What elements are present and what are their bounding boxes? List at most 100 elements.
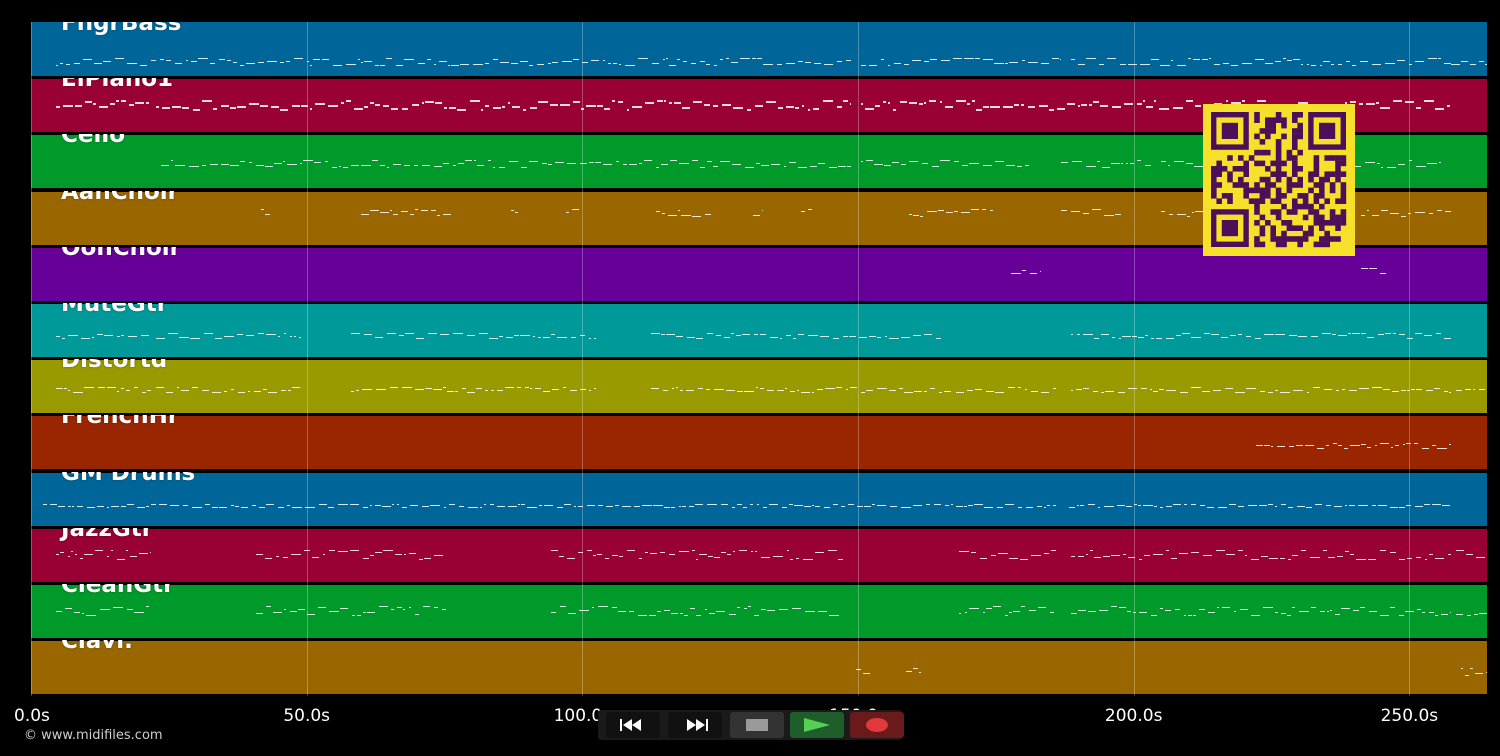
note (786, 335, 791, 336)
note (379, 606, 388, 607)
note (1415, 333, 1422, 334)
note (692, 549, 695, 551)
note (552, 62, 558, 63)
note (470, 100, 480, 103)
note (562, 61, 572, 62)
track-name-label: Clavi. (61, 640, 133, 655)
note (1246, 388, 1256, 390)
note (150, 551, 151, 553)
note (1356, 558, 1366, 560)
note (920, 215, 923, 217)
note (258, 62, 264, 63)
note (77, 505, 83, 507)
note (128, 336, 137, 337)
note (1038, 607, 1046, 608)
note (447, 391, 454, 393)
note (271, 106, 279, 109)
note (1134, 503, 1137, 505)
note (387, 167, 389, 169)
note (965, 612, 967, 613)
note (117, 336, 120, 337)
note (1139, 612, 1147, 613)
note (708, 555, 713, 557)
note (84, 387, 94, 389)
note (346, 100, 351, 103)
note (748, 606, 751, 607)
note (1127, 611, 1131, 612)
note (612, 100, 615, 103)
note-lane (56, 58, 1487, 66)
note (864, 505, 871, 507)
note (351, 165, 359, 167)
note (175, 63, 182, 64)
note (75, 105, 82, 108)
note (294, 336, 296, 337)
note (298, 609, 305, 610)
note (1436, 333, 1441, 334)
note (581, 108, 584, 111)
note (1078, 105, 1080, 108)
note (744, 608, 747, 609)
note (1259, 504, 1267, 506)
note (87, 506, 95, 508)
note (664, 100, 666, 103)
note (468, 506, 478, 508)
note (803, 558, 813, 560)
note (1208, 612, 1215, 613)
note (681, 214, 691, 216)
note (386, 58, 392, 59)
fast-forward-button[interactable] (668, 712, 722, 738)
note (690, 608, 695, 609)
note (747, 109, 751, 112)
copyright-text: © www.midifiles.com (24, 728, 163, 743)
note (837, 106, 842, 109)
note (1099, 610, 1108, 611)
note (83, 59, 92, 60)
note (704, 104, 710, 107)
note (885, 336, 887, 337)
note (362, 389, 372, 391)
note (1301, 549, 1306, 551)
note (1348, 333, 1351, 334)
play-button[interactable] (790, 712, 844, 738)
note (705, 213, 711, 215)
note (1470, 668, 1473, 670)
rewind-button[interactable] (606, 712, 660, 738)
track-separator (31, 133, 1487, 136)
note (586, 105, 596, 108)
note (288, 390, 291, 392)
note (1450, 612, 1451, 613)
note-lane (56, 100, 1450, 112)
track-gm-drums: GM Drums (31, 471, 1487, 526)
note (171, 160, 173, 162)
note (559, 555, 564, 557)
note (224, 336, 234, 337)
note (754, 334, 758, 335)
note (557, 506, 563, 508)
note (397, 607, 402, 608)
stop-button[interactable] (730, 712, 784, 738)
note (202, 390, 209, 392)
note (1053, 388, 1056, 390)
note (193, 109, 200, 112)
note (663, 59, 665, 60)
note (1180, 392, 1188, 394)
note (414, 165, 418, 167)
note (689, 505, 694, 507)
note (117, 391, 119, 393)
note (287, 164, 297, 166)
note (515, 211, 518, 213)
note (1174, 161, 1184, 163)
note (499, 167, 505, 169)
record-button[interactable] (850, 712, 904, 738)
note (1391, 447, 1393, 449)
note (1021, 104, 1024, 107)
note (645, 551, 648, 553)
note (294, 58, 303, 59)
note (523, 109, 526, 112)
note (1229, 503, 1236, 505)
note (593, 554, 596, 556)
note (1280, 557, 1285, 559)
note (767, 610, 775, 611)
note (731, 62, 738, 63)
